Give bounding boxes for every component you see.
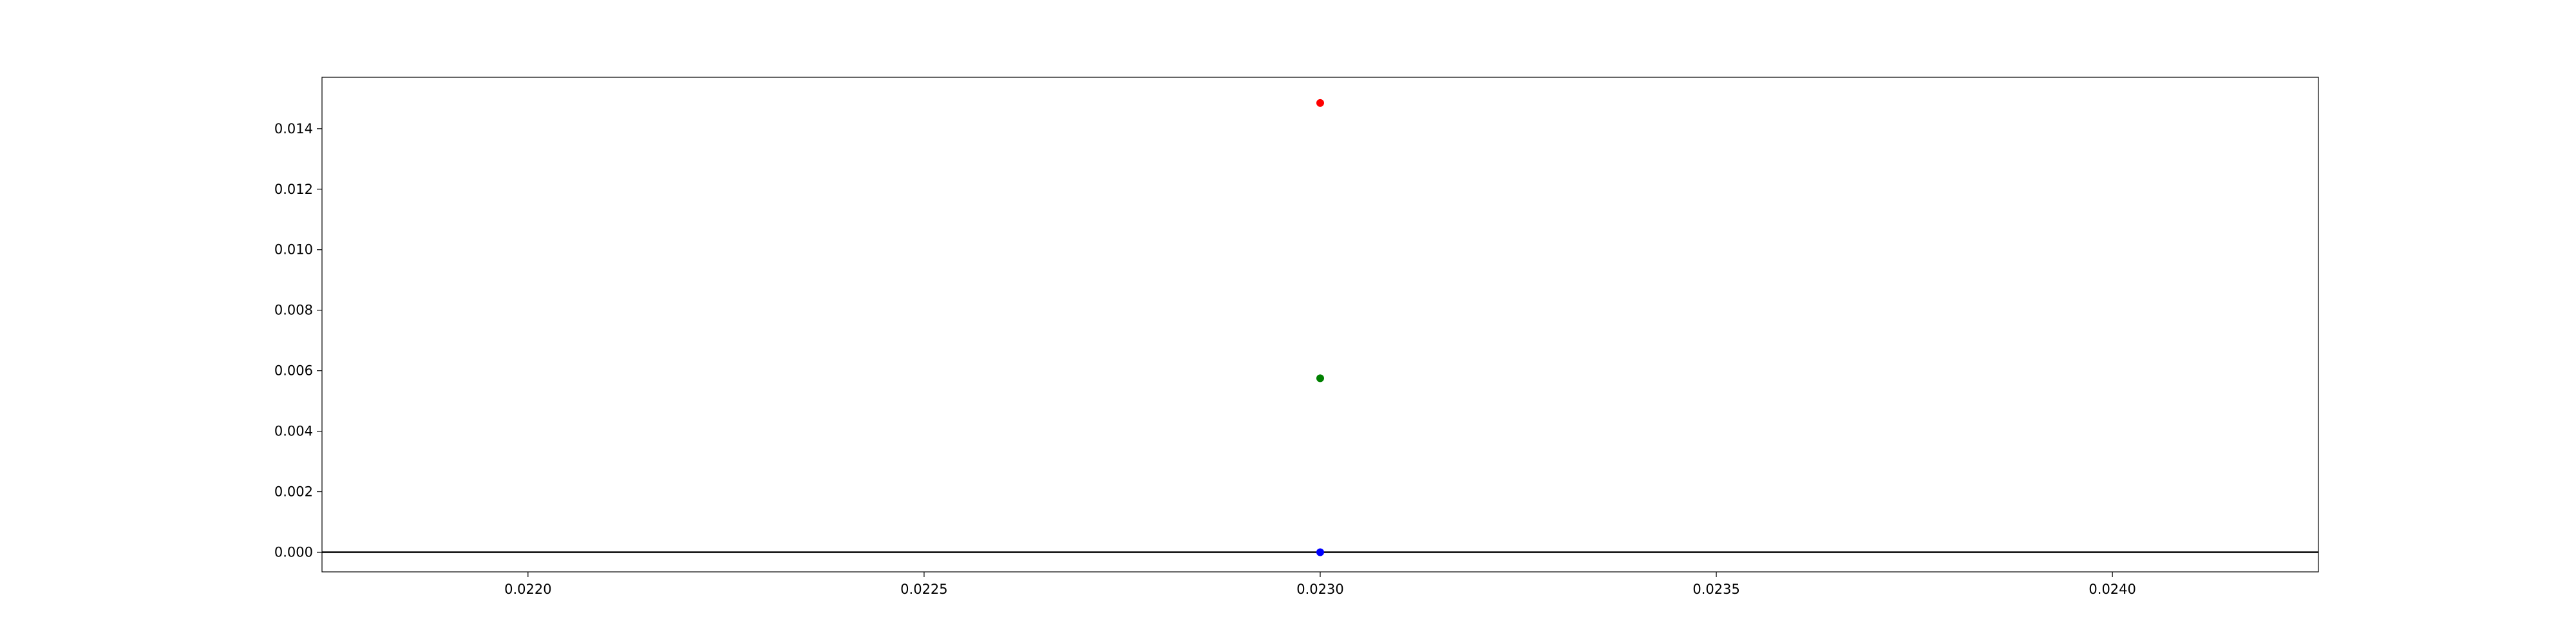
y-tick-label: 0.014 xyxy=(274,121,313,137)
y-tick-label: 0.002 xyxy=(274,484,313,500)
x-tick-label: 0.0235 xyxy=(1692,582,1739,597)
data-points xyxy=(1316,99,1324,556)
scatter-point xyxy=(1316,548,1324,556)
y-tick-label: 0.008 xyxy=(274,303,313,318)
plot-area-frame xyxy=(321,77,2319,573)
y-tick-label: 0.010 xyxy=(274,242,313,258)
x-tick-label: 0.0225 xyxy=(900,582,947,597)
y-tick-label: 0.004 xyxy=(274,424,313,439)
x-tick-label: 0.0230 xyxy=(1296,582,1343,597)
x-tick-label: 0.0220 xyxy=(504,582,551,597)
scatter-point xyxy=(1316,374,1324,383)
y-tick-label: 0.012 xyxy=(274,182,313,197)
y-tick-label: 0.000 xyxy=(274,544,313,560)
scatter-point xyxy=(1316,99,1324,107)
y-axis-ticks: 0.000 0.002 0.004 0.006 0.008 0.010 0.012 0.014 xyxy=(274,121,322,560)
y-tick-label: 0.006 xyxy=(274,363,313,379)
x-axis-ticks: 0.0220 0.0225 0.0230 0.0235 0.0240 xyxy=(504,572,2136,597)
x-tick-label: 0.0240 xyxy=(2088,582,2136,597)
